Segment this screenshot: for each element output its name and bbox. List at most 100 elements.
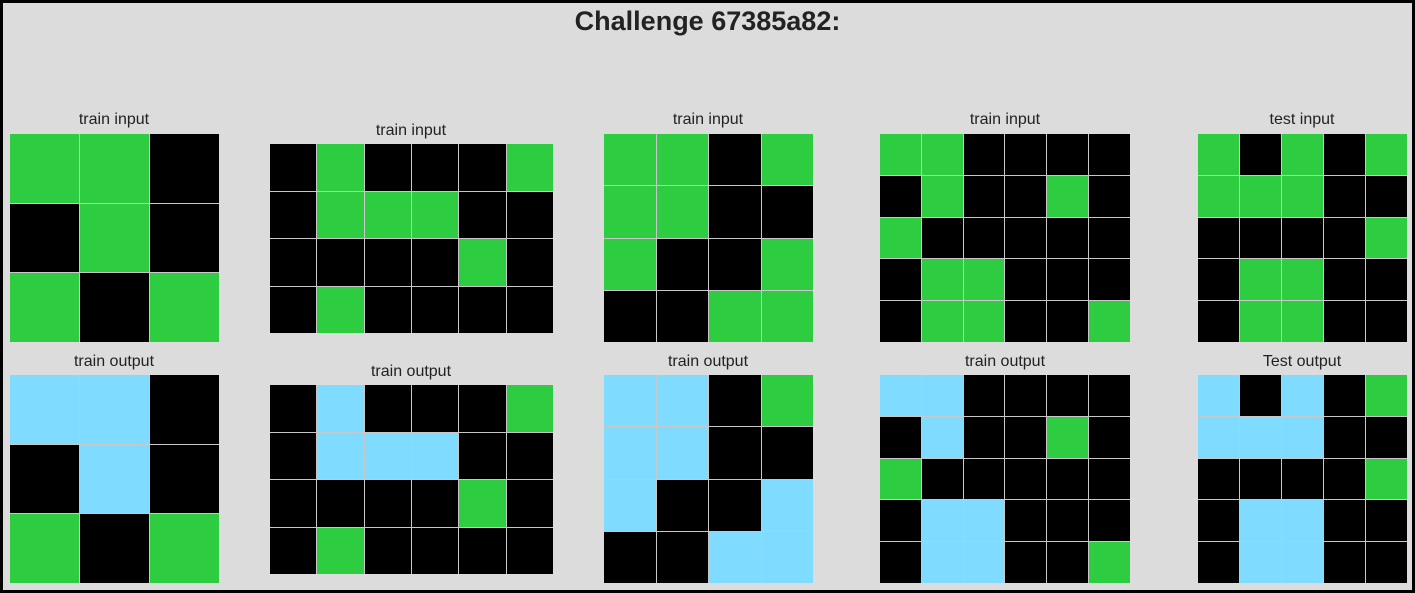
grid-cell [506,144,553,191]
grid-cell [1047,301,1089,342]
grid-cell [921,134,963,175]
grid-cell [506,191,553,238]
grid-cell [963,416,1005,458]
grid-cell [656,186,708,238]
grid-cell [1005,301,1047,342]
grid-cell [709,375,761,427]
grid-cell [411,432,459,479]
grid-cell [656,479,708,531]
grid-cell [1047,542,1089,583]
grid-cell [317,286,364,333]
grid-cell [459,144,506,191]
grid-cell [1198,542,1239,583]
grid-cell [761,238,813,290]
grid-cell [1324,259,1365,301]
grid-cell [963,301,1005,342]
grid-cell [1282,175,1323,217]
grid-train-output-3 [604,375,813,583]
grid-cell [604,531,656,583]
grid-cell [1366,301,1407,342]
grid-cell [880,500,921,542]
grid-cell [317,432,364,479]
grid-cell [1047,375,1089,416]
grid-cell [10,134,79,203]
grid-cell [270,385,317,432]
grid-cell [880,259,921,301]
panel-label: train input [672,111,744,128]
grid-cell [921,217,963,259]
grid-cell [150,134,219,203]
grid-cell [1240,416,1281,458]
grid-cell [1047,500,1089,542]
grid-cell [880,134,921,175]
grid-cell [604,479,656,531]
grid-cell [1366,500,1407,542]
grid-cell [761,479,813,531]
grid-cell [1240,301,1281,342]
grid-cell [880,175,921,217]
grid-cell [963,542,1005,583]
grid-cell [150,273,219,342]
grid-cell [10,514,79,583]
grid-cell [1282,134,1323,175]
grid-cell [317,527,364,574]
grid-cell [1324,175,1365,217]
grid-cell [921,175,963,217]
grid-cell [364,144,411,191]
grid-cell [317,480,364,527]
grid-cell [1366,134,1407,175]
grid-cell [709,186,761,238]
grid-cell [1198,301,1239,342]
grid-cell [963,217,1005,259]
grid-cell [411,191,459,238]
grid-cell [1047,458,1089,500]
grid-cell [604,427,656,479]
grid-cell [1005,175,1047,217]
grid-train-output-4 [880,375,1130,583]
grid-cell [1324,458,1365,500]
grid-cell [80,134,149,203]
grid-cell [506,239,553,286]
grid-cell [963,175,1005,217]
grid-test-input [1198,134,1407,342]
grid-cell [364,527,411,574]
grid-cell [270,144,317,191]
grid-cell [10,203,79,273]
grid-cell [1089,259,1130,301]
grid-cell [411,480,459,527]
grid-cell [921,458,963,500]
grid-cell [1324,134,1365,175]
grid-cell [963,500,1005,542]
panel-label: train output [667,353,749,370]
grid-cell [709,479,761,531]
grid-cell [1198,259,1239,301]
grid-cell [1198,375,1239,416]
grid-cell [880,458,921,500]
grid-cell [1089,175,1130,217]
grid-cell [506,527,553,574]
grid-cell [1366,175,1407,217]
grid-cell [506,432,553,479]
grid-cell [921,416,963,458]
grid-cell [270,286,317,333]
grid-cell [1005,217,1047,259]
grid-cell [1089,301,1130,342]
grid-cell [270,527,317,574]
grid-cell [1282,542,1323,583]
grid-cell [364,286,411,333]
grid-cell [880,542,921,583]
grid-cell [880,217,921,259]
grid-cell [1324,542,1365,583]
grid-cell [1047,217,1089,259]
grid-cell [80,444,149,514]
panel-label: train output [73,353,155,370]
grid-cell [80,203,149,273]
grid-cell [761,427,813,479]
grid-cell [364,480,411,527]
grid-cell [411,144,459,191]
grid-cell [1198,500,1239,542]
grid-cell [1005,542,1047,583]
grid-cell [80,375,149,444]
grid-cell [364,385,411,432]
grid-cell [459,239,506,286]
